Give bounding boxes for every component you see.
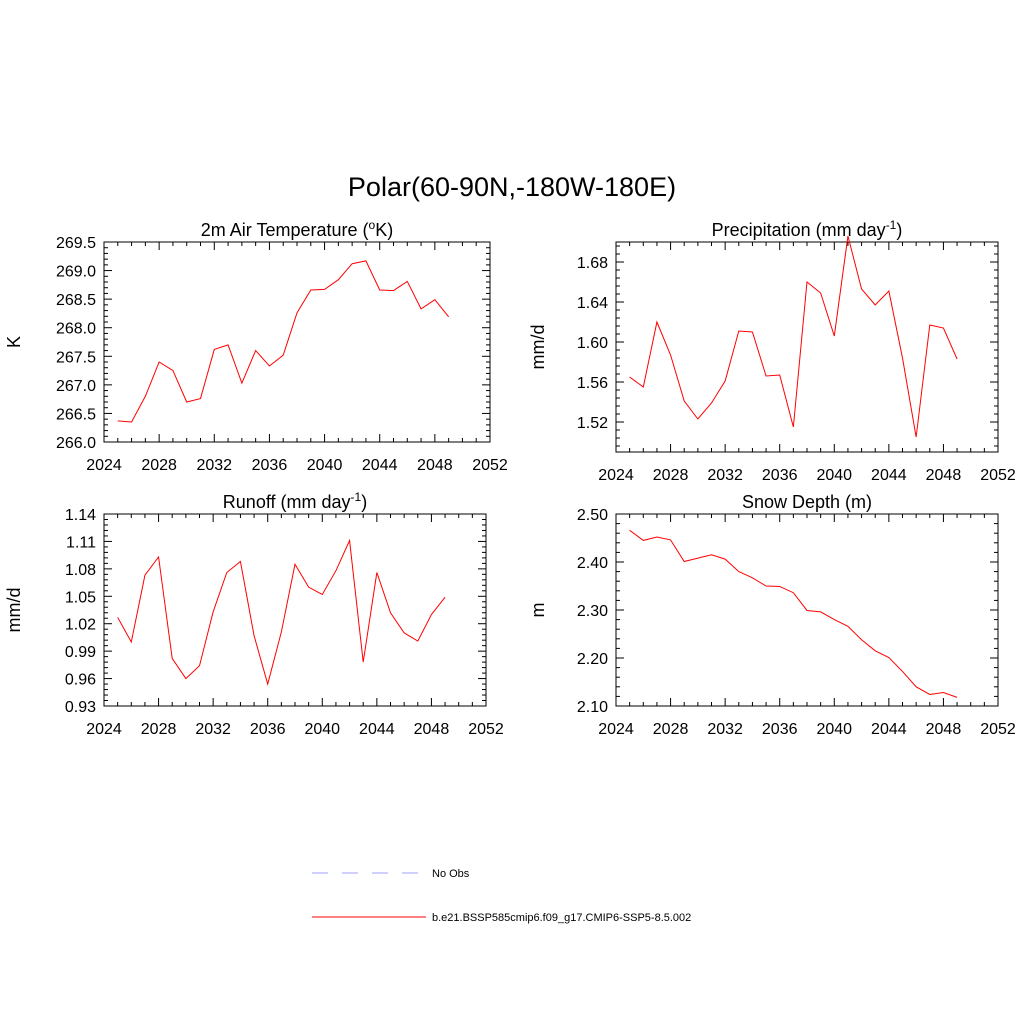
x-tick-label: 2040	[307, 457, 343, 474]
panel-4: Snow Depth (m) 2024 2028 2032 2036 2040 2044 20…	[528, 492, 1016, 738]
panel-title: Snow Depth (m)	[742, 492, 872, 512]
x-tick-label: 2044	[359, 721, 395, 738]
y-tick-label: 0.96	[65, 672, 96, 689]
panel-title-main: Snow Depth (m)	[742, 492, 872, 512]
y-tick-label: 1.64	[577, 295, 608, 312]
y-tick-label: 267.0	[56, 378, 96, 395]
panel-title-tail: )	[896, 220, 902, 240]
x-tick-label: 2028	[141, 457, 177, 474]
y-tick-label: 2.10	[577, 699, 608, 716]
x-tick-label: 2028	[653, 467, 689, 484]
panel-title: Runoff (mm day-1)	[223, 490, 367, 512]
series-line-1	[117, 538, 446, 686]
x-tick-label: 2032	[196, 457, 232, 474]
panel-title-superscript: o	[369, 218, 376, 232]
y-tick-label: 267.5	[56, 349, 96, 366]
y-tick-label: 268.5	[56, 292, 96, 309]
x-tick-label: 2024	[598, 721, 634, 738]
x-tick-label: 2032	[195, 721, 231, 738]
panel-2: Precipitation (mm day-1) 2024 2028 2032 2036…	[528, 218, 1016, 484]
x-tick-label: 2052	[980, 721, 1016, 738]
panel-1: 2m Air Temperature (oK) 2024 2028 2032 2036 2…	[4, 218, 508, 474]
series-line-1	[629, 529, 958, 698]
x-tick-label: 2052	[980, 467, 1016, 484]
y-tick-label: 1.68	[577, 255, 608, 272]
figure-title: Polar(60-90N,-180W-180E)	[348, 172, 676, 202]
y-tick-label: 266.5	[56, 406, 96, 423]
x-tick-label: 2028	[141, 721, 177, 738]
legend: No Obs b.e21.BSSP585cmip6.f09_g17.CMIP6-S…	[312, 868, 691, 924]
x-tick-label: 2028	[653, 721, 689, 738]
y-tick-label: 0.99	[65, 644, 96, 661]
y-tick-label: 266.0	[56, 435, 96, 452]
x-tick-label: 2024	[598, 467, 634, 484]
x-tick-label: 2044	[871, 721, 907, 738]
y-axis-label: m	[528, 603, 548, 618]
legend-label-2: b.e21.BSSP585cmip6.f09_g17.CMIP6-SSP5-8.…	[432, 912, 691, 924]
plot-frame	[103, 241, 491, 443]
y-tick-label: 269.5	[56, 235, 96, 252]
y-tick-label: 268.0	[56, 321, 96, 338]
panel-3: Runoff (mm day-1) 2024 2028 2032 2036 2040 204…	[4, 490, 504, 738]
x-tick-label: 2044	[871, 467, 907, 484]
plot-frame	[615, 241, 999, 453]
y-tick-label: 1.11	[66, 534, 96, 551]
panel-title-main: 2m Air Temperature (	[201, 220, 369, 240]
plot-frame	[103, 513, 487, 707]
series-line-1	[117, 260, 450, 423]
series-line-1	[629, 235, 958, 438]
y-tick-label: 1.02	[65, 617, 96, 634]
x-tick-label: 2024	[86, 457, 122, 474]
panel-title: Precipitation (mm day-1)	[712, 218, 903, 240]
y-axis-label: mm/d	[528, 325, 548, 370]
x-tick-label: 2032	[707, 467, 743, 484]
x-tick-label: 2024	[86, 721, 122, 738]
x-tick-label: 2036	[762, 467, 798, 484]
panel-title-main: Runoff (mm day	[223, 492, 351, 512]
panels: 2m Air Temperature (oK)2024 2028 2032 2036 2…	[4, 218, 1016, 738]
panel-title-superscript: -1	[351, 490, 362, 504]
y-axis-label: mm/d	[4, 588, 24, 633]
y-tick-label: 0.93	[65, 699, 96, 716]
y-axis-label: K	[4, 336, 24, 348]
x-tick-label: 2048	[417, 457, 453, 474]
y-tick-label: 2.40	[577, 555, 608, 572]
panel-title-tail: K)	[375, 220, 393, 240]
y-tick-label: 1.60	[577, 335, 608, 352]
y-tick-label: 1.52	[577, 415, 608, 432]
y-tick-label: 1.56	[577, 375, 608, 392]
y-tick-label: 1.05	[65, 589, 96, 606]
x-tick-label: 2036	[762, 721, 798, 738]
x-tick-label: 2040	[304, 721, 340, 738]
x-tick-label: 2052	[472, 457, 508, 474]
y-tick-label: 2.30	[577, 603, 608, 620]
y-tick-label: 1.14	[65, 507, 96, 524]
panel-title: 2m Air Temperature (oK)	[201, 218, 393, 240]
y-tick-label: 269.0	[56, 264, 96, 281]
x-tick-label: 2036	[252, 457, 288, 474]
x-tick-label: 2048	[926, 721, 962, 738]
x-tick-label: 2032	[707, 721, 743, 738]
panel-title-tail: )	[361, 492, 367, 512]
x-tick-label: 2052	[468, 721, 504, 738]
x-tick-label: 2036	[250, 721, 286, 738]
y-tick-label: 2.20	[577, 651, 608, 668]
x-tick-label: 2040	[816, 467, 852, 484]
x-tick-label: 2044	[362, 457, 398, 474]
x-tick-label: 2048	[926, 467, 962, 484]
x-tick-label: 2048	[414, 721, 450, 738]
legend-label-1: No Obs	[432, 868, 470, 880]
y-tick-label: 1.08	[65, 562, 96, 579]
panel-title-main: Precipitation (mm day	[712, 220, 886, 240]
x-tick-label: 2040	[816, 721, 852, 738]
panel-title-superscript: -1	[886, 218, 897, 232]
y-tick-label: 2.50	[577, 507, 608, 524]
